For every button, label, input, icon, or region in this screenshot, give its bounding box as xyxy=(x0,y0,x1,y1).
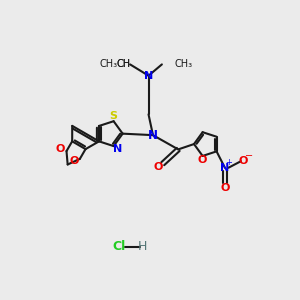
Text: +: + xyxy=(225,158,232,167)
Text: CH₃: CH₃ xyxy=(174,59,193,69)
Text: O: O xyxy=(69,156,79,166)
Text: CH: CH xyxy=(116,59,130,69)
Text: O: O xyxy=(198,155,207,165)
Text: H: H xyxy=(138,240,147,253)
Text: −: − xyxy=(244,151,253,161)
Text: N: N xyxy=(112,144,122,154)
Text: N: N xyxy=(220,163,230,173)
Text: N: N xyxy=(144,71,153,81)
Text: S: S xyxy=(110,111,118,121)
Text: O: O xyxy=(56,144,65,154)
Text: N: N xyxy=(148,129,158,142)
Text: Cl: Cl xyxy=(112,240,125,253)
Text: O: O xyxy=(220,183,230,193)
Text: CH: CH xyxy=(116,59,130,69)
Text: O: O xyxy=(238,156,248,166)
Text: O: O xyxy=(153,162,162,172)
Text: CH₃: CH₃ xyxy=(100,59,118,69)
